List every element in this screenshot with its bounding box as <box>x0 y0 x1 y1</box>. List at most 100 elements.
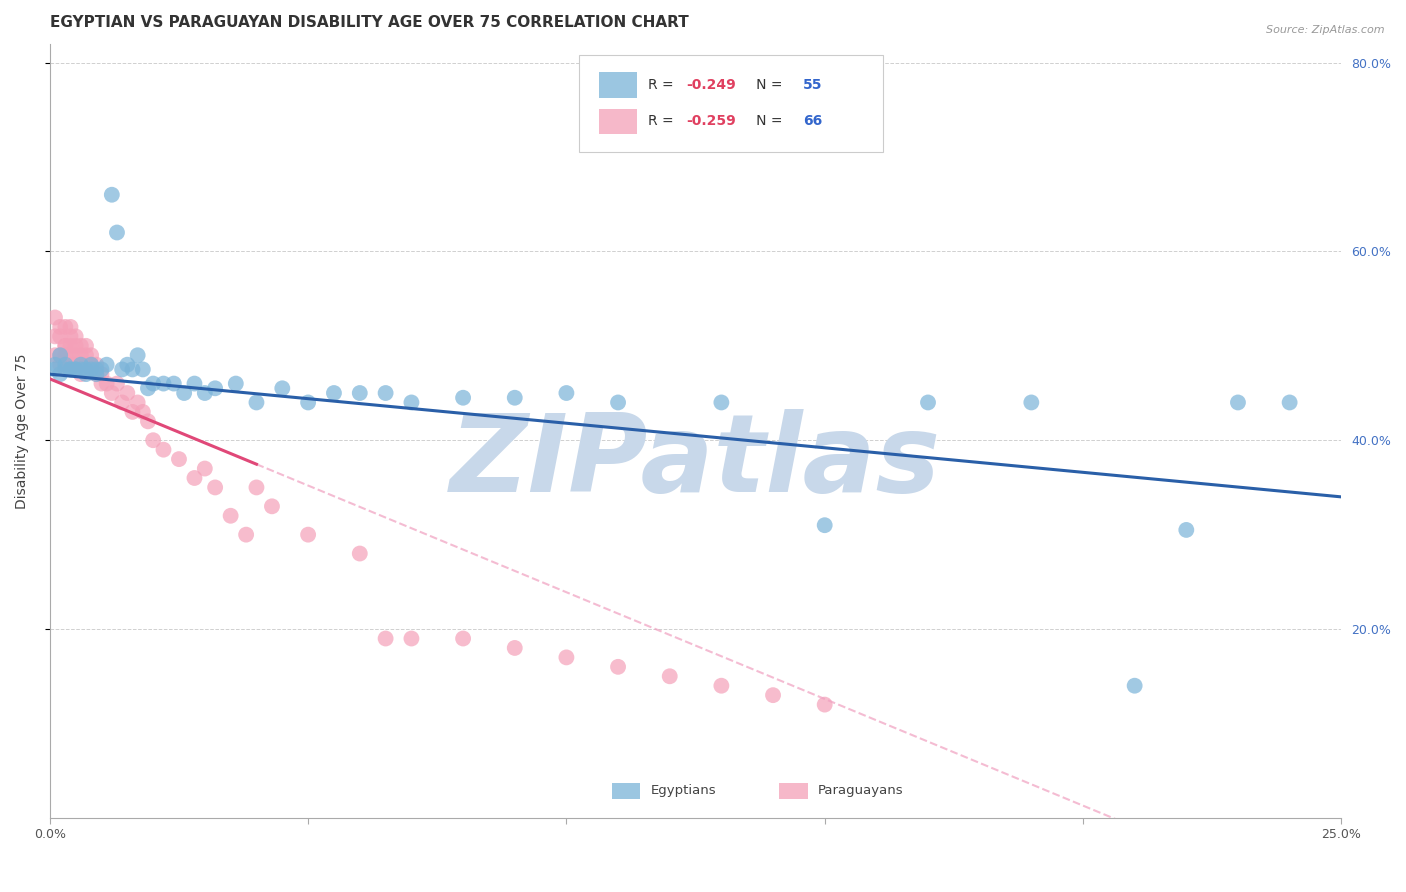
Point <box>75 348 97 362</box>
Point <box>260 500 283 514</box>
Point <box>80 358 103 372</box>
Point <box>555 650 578 665</box>
Point <box>59 348 82 362</box>
Point <box>762 688 785 702</box>
Point <box>374 386 396 401</box>
Point <box>65 362 87 376</box>
Point <box>183 376 205 391</box>
Text: R =: R = <box>648 114 678 128</box>
Point <box>49 367 72 381</box>
Point <box>297 395 319 409</box>
Point <box>80 358 103 372</box>
Point <box>59 339 82 353</box>
Point <box>136 381 159 395</box>
Point <box>96 358 118 372</box>
Point <box>44 358 66 372</box>
Point <box>49 348 72 362</box>
Point <box>401 395 423 409</box>
Point <box>152 376 174 391</box>
Point <box>80 362 103 376</box>
Point <box>90 376 112 391</box>
Point <box>59 358 82 372</box>
FancyBboxPatch shape <box>612 783 640 798</box>
Point <box>75 358 97 372</box>
Point <box>710 679 733 693</box>
Point <box>607 660 630 674</box>
Text: ZIPatlas: ZIPatlas <box>450 409 941 515</box>
Point <box>49 358 72 372</box>
Point <box>167 452 190 467</box>
Point <box>607 395 630 409</box>
Point <box>1278 395 1301 409</box>
Point <box>183 471 205 485</box>
Text: Egyptians: Egyptians <box>651 784 716 797</box>
Point <box>225 376 247 391</box>
Point <box>53 362 76 376</box>
Text: EGYPTIAN VS PARAGUAYAN DISABILITY AGE OVER 75 CORRELATION CHART: EGYPTIAN VS PARAGUAYAN DISABILITY AGE OV… <box>49 15 689 30</box>
Point <box>101 187 124 202</box>
Point <box>86 362 108 376</box>
Point <box>219 508 242 523</box>
Point <box>451 632 474 646</box>
Point <box>90 362 112 376</box>
Point <box>710 395 733 409</box>
Point <box>49 329 72 343</box>
Point <box>1123 679 1146 693</box>
Point <box>297 527 319 541</box>
FancyBboxPatch shape <box>579 55 883 152</box>
Point <box>245 395 267 409</box>
Text: -0.259: -0.259 <box>686 114 737 128</box>
Point <box>1175 523 1198 537</box>
Point <box>65 339 87 353</box>
Text: Paraguayans: Paraguayans <box>818 784 904 797</box>
Point <box>96 376 118 391</box>
FancyBboxPatch shape <box>599 72 637 98</box>
Point <box>69 348 91 362</box>
Point <box>53 348 76 362</box>
Point <box>349 386 371 401</box>
Point <box>136 414 159 428</box>
Point <box>101 386 124 401</box>
Text: 66: 66 <box>803 114 823 128</box>
Point <box>117 358 139 372</box>
Point <box>75 339 97 353</box>
Point <box>245 480 267 494</box>
Point <box>65 362 87 376</box>
Point <box>90 367 112 381</box>
Point <box>65 329 87 343</box>
Point <box>59 329 82 343</box>
Point <box>59 320 82 334</box>
Point <box>53 358 76 372</box>
Point <box>814 518 837 533</box>
Text: -0.249: -0.249 <box>686 78 737 92</box>
Point <box>163 376 186 391</box>
Point <box>451 391 474 405</box>
Point <box>401 632 423 646</box>
Point <box>111 395 134 409</box>
Point <box>111 362 134 376</box>
Point <box>349 547 371 561</box>
Text: 55: 55 <box>803 78 823 92</box>
Point <box>323 386 346 401</box>
Point <box>204 480 226 494</box>
Point <box>80 348 103 362</box>
Point <box>80 362 103 376</box>
Point <box>132 362 155 376</box>
Point <box>86 367 108 381</box>
Point <box>235 527 257 541</box>
Point <box>86 358 108 372</box>
Point <box>65 358 87 372</box>
Point <box>555 386 578 401</box>
Point <box>49 320 72 334</box>
Point <box>59 362 82 376</box>
Point <box>49 348 72 362</box>
Point <box>44 329 66 343</box>
Y-axis label: Disability Age Over 75: Disability Age Over 75 <box>15 353 30 508</box>
Point <box>271 381 294 395</box>
Point <box>44 362 66 376</box>
Point <box>127 348 149 362</box>
Point <box>374 632 396 646</box>
Point <box>503 391 526 405</box>
Point <box>44 348 66 362</box>
Point <box>53 339 76 353</box>
